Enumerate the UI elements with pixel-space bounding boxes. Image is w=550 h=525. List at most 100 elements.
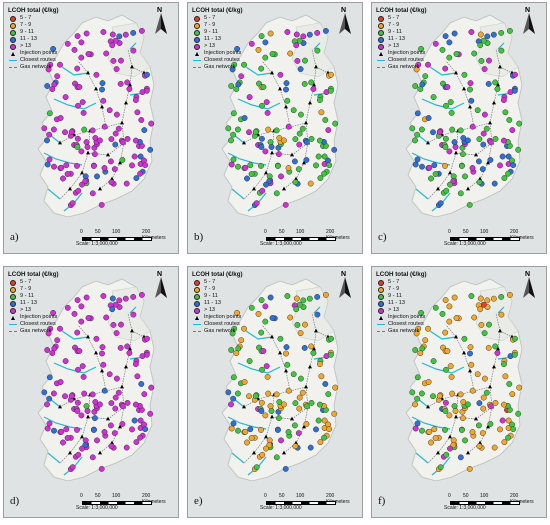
class-5-swatch <box>193 43 200 50</box>
lcoh-site <box>477 306 484 313</box>
lcoh-site <box>137 417 144 424</box>
injection-point <box>284 368 288 373</box>
lcoh-site <box>108 179 115 186</box>
scale-tick: 100 <box>296 493 305 499</box>
closest-route <box>49 134 61 144</box>
map-panel-4: LCOH total (€/kg) 5 - 7 7 - 9 9 - 11 11 … <box>3 266 179 518</box>
scale-tick: 100 <box>480 229 489 235</box>
injection-point <box>242 140 246 145</box>
north-arrow-icon <box>155 13 167 34</box>
lcoh-site <box>283 344 290 351</box>
lcoh-site <box>124 135 131 142</box>
lcoh-site <box>457 391 464 398</box>
lcoh-site <box>492 135 499 142</box>
lcoh-site <box>112 405 119 412</box>
lcoh-site <box>62 129 68 136</box>
lcoh-site <box>487 157 494 163</box>
injection-point <box>290 152 294 157</box>
injection-point <box>118 424 122 429</box>
lcoh-site <box>487 421 494 427</box>
lcoh-site <box>500 137 507 144</box>
lcoh-site <box>112 394 119 401</box>
injection-point <box>496 346 500 351</box>
lcoh-site <box>502 109 509 116</box>
lcoh-site <box>459 415 466 422</box>
lcoh-site <box>109 31 116 38</box>
scale-tick: 200 Kilometers <box>142 229 166 241</box>
ireland-map <box>37 14 155 218</box>
lcoh-site <box>252 393 259 399</box>
legend-gas-label: Gas network <box>20 328 52 334</box>
lcoh-site <box>509 391 516 398</box>
lcoh-site <box>122 295 129 302</box>
lcoh-site <box>274 427 281 433</box>
injection-point <box>264 434 268 439</box>
lcoh-site <box>225 389 232 396</box>
lcoh-site <box>230 156 237 163</box>
lcoh-site <box>123 444 130 451</box>
lcoh-site <box>284 29 291 35</box>
legend-class-label: 9 - 11 <box>20 293 34 299</box>
injection-point <box>106 416 110 421</box>
legend-routes-label: Closest routes <box>388 57 424 63</box>
lcoh-site <box>462 437 468 444</box>
injection-point <box>106 152 110 157</box>
legend-class-label: 9 - 11 <box>388 293 402 299</box>
legend-class-label: 5 - 7 <box>20 279 32 285</box>
lcoh-site <box>414 110 421 117</box>
lcoh-site <box>426 164 433 171</box>
injection-point <box>448 170 452 175</box>
legend-routes-label: Closest routes <box>20 57 56 63</box>
lcoh-site <box>107 158 114 165</box>
lcoh-site <box>301 80 308 87</box>
lcoh-site <box>119 421 126 427</box>
lcoh-site <box>262 39 269 46</box>
legend-class-4: 11 - 13 <box>192 36 243 43</box>
lcoh-site <box>449 390 456 397</box>
lcoh-site <box>303 139 310 146</box>
map-legend: LCOH total (€/kg) 5 - 7 7 - 9 9 - 11 11 … <box>192 271 243 335</box>
lcoh-site <box>450 437 457 444</box>
lcoh-site <box>262 303 269 310</box>
lcoh-site <box>253 200 260 207</box>
lcoh-site <box>459 151 466 158</box>
lcoh-site <box>461 335 468 342</box>
lcoh-site <box>285 387 292 394</box>
map-legend: LCOH total (€/kg) 5 - 7 7 - 9 9 - 11 11 … <box>192 7 243 71</box>
lcoh-site <box>69 200 76 207</box>
lcoh-site <box>134 109 141 116</box>
lcoh-site <box>430 129 436 136</box>
triangle-icon <box>194 315 199 320</box>
lcoh-site <box>443 451 450 458</box>
lcoh-site <box>130 311 137 318</box>
injection-point <box>448 434 452 439</box>
lcoh-site <box>112 141 119 148</box>
ireland-map <box>221 14 339 218</box>
lcoh-site <box>506 381 513 387</box>
lcoh-site <box>83 139 90 146</box>
injection-point <box>98 450 102 455</box>
injection-point <box>270 334 274 339</box>
injection-point <box>488 120 492 125</box>
lcoh-site <box>258 33 265 40</box>
lcoh-site <box>246 358 253 365</box>
lcoh-site <box>475 422 482 429</box>
lcoh-site <box>419 163 425 170</box>
lcoh-site <box>142 162 149 169</box>
lcoh-site <box>449 126 456 133</box>
lcoh-site <box>293 42 300 49</box>
lcoh-site <box>94 437 100 444</box>
lcoh-site <box>68 393 75 399</box>
lcoh-site <box>268 408 275 414</box>
lcoh-site <box>460 399 467 405</box>
lcoh-site <box>293 31 300 38</box>
lcoh-site <box>300 297 307 304</box>
lcoh-site <box>74 297 81 304</box>
gas-line-icon <box>192 67 201 68</box>
lcoh-site <box>327 87 334 94</box>
legend-routes: Closest routes <box>8 57 59 64</box>
lcoh-site <box>476 400 483 407</box>
class-1-swatch <box>193 279 200 286</box>
lcoh-site <box>74 135 81 142</box>
triangle-icon <box>194 51 199 56</box>
